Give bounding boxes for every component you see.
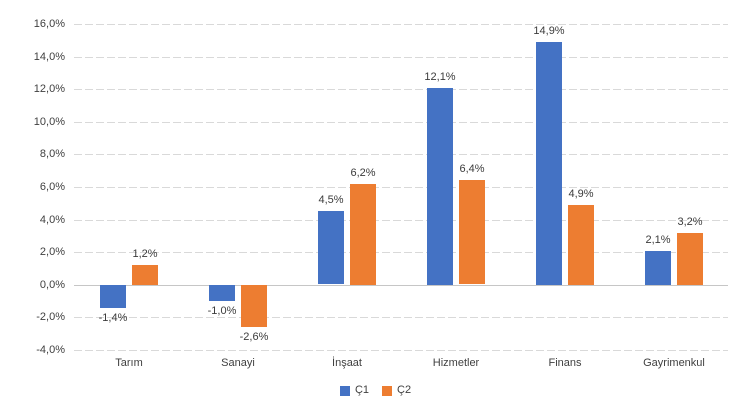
data-label: 2,1% — [645, 234, 671, 246]
legend-swatch-icon — [339, 385, 350, 396]
legend-label: Ç1 — [354, 384, 369, 396]
gridline — [74, 317, 728, 318]
zero-axis-line — [74, 285, 728, 286]
bar-ç1-sanayi — [209, 285, 235, 301]
gridline — [74, 89, 728, 90]
gridline — [74, 252, 728, 253]
data-label: 14,9% — [533, 25, 565, 37]
bar-ç1-gayrimenkul — [645, 251, 671, 285]
gridline — [74, 57, 728, 58]
bar-ç2-hizmetler — [459, 180, 485, 284]
bar-ç1-finans — [536, 42, 562, 285]
legend-swatch-icon — [382, 385, 392, 396]
y-axis-tick-label: 10,0% — [33, 116, 65, 128]
gridline — [74, 220, 728, 221]
bar-ç1-i̇nşaat — [318, 211, 344, 284]
legend-item-ç1: Ç1 — [339, 384, 369, 397]
data-label: 12,1% — [424, 71, 456, 83]
y-axis-tick-label: 0,0% — [39, 279, 65, 291]
gridline — [74, 154, 728, 155]
bar-ç2-finans — [568, 205, 594, 285]
y-axis-tick-label: 2,0% — [39, 246, 65, 258]
data-label: 4,9% — [568, 188, 594, 200]
x-axis-category-label: Tarım — [115, 357, 143, 369]
gridline — [74, 350, 728, 351]
y-axis-tick-label: 14,0% — [33, 51, 65, 63]
legend-label: Ç2 — [397, 384, 412, 396]
data-label: 1,2% — [132, 248, 158, 260]
legend: Ç1 Ç2 — [0, 384, 751, 397]
y-axis-tick-label: 4,0% — [39, 214, 65, 226]
y-axis-tick-label: -2,0% — [36, 311, 65, 323]
data-label: -1,4% — [98, 312, 128, 324]
gridline — [74, 187, 728, 188]
y-axis-tick-label: -4,0% — [36, 344, 65, 356]
gridline — [74, 24, 728, 25]
y-axis-tick-label: 6,0% — [39, 181, 65, 193]
y-axis-tick-label: 16,0% — [33, 18, 65, 30]
x-axis-category-label: Finans — [548, 357, 582, 369]
bar-ç1-tarım — [100, 285, 126, 308]
x-axis-category-label: Hizmetler — [432, 357, 480, 369]
data-label: 6,2% — [350, 167, 376, 179]
bar-ç2-i̇nşaat — [350, 184, 376, 285]
bar-ç2-gayrimenkul — [677, 233, 703, 285]
x-axis-category-label: Sanayi — [221, 357, 255, 369]
bar-ç2-sanayi — [241, 285, 267, 327]
bar-ç1-hizmetler — [427, 88, 453, 285]
data-label: 4,5% — [318, 194, 344, 206]
y-axis-tick-label: 8,0% — [39, 148, 65, 160]
legend-item-ç2: Ç2 — [382, 384, 411, 397]
data-label: 6,4% — [459, 163, 485, 175]
data-label: -2,6% — [239, 331, 269, 343]
bar-ç2-tarım — [132, 265, 158, 285]
y-axis-tick-label: 12,0% — [33, 83, 65, 95]
data-label: -1,0% — [207, 305, 237, 317]
x-axis-category-label: İnşaat — [332, 357, 362, 369]
x-axis-category-label: Gayrimenkul — [643, 357, 705, 369]
gridline — [74, 122, 728, 123]
data-label: 3,2% — [677, 216, 703, 228]
